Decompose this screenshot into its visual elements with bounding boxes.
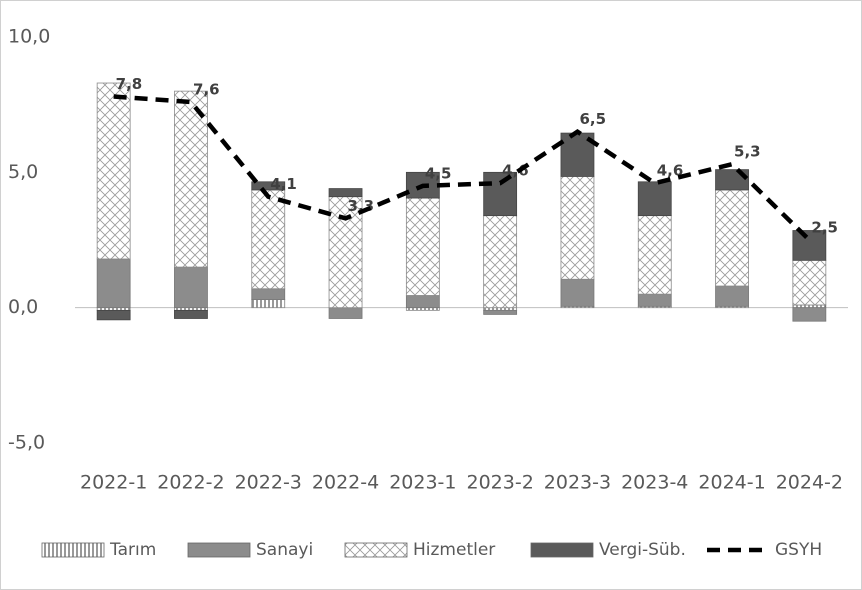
legend-swatch [41,542,105,558]
data-label: 2,5 [811,219,838,237]
bar-segment [637,181,672,217]
y-tick-label: -5,0 [8,432,45,454]
y-tick-label: 0,0 [8,296,38,318]
x-tick-label: 2022-3 [235,472,302,494]
data-label: 7,6 [193,80,220,98]
bar-segment [251,288,286,300]
bar-segment [174,266,208,309]
legend-label: Hizmetler [413,540,495,560]
x-tick-label: 2022-2 [157,472,224,494]
legend-label: GSYH [775,540,822,560]
bar-segment [174,309,208,319]
bar-segment [792,307,827,322]
bar-segment [96,82,131,260]
bar-segment [405,197,440,296]
x-tick-label: 2024-2 [776,472,843,494]
x-tick-label: 2024-1 [698,472,765,494]
x-tick-label: 2022-1 [80,472,147,494]
x-tick-label: 2023-3 [544,472,611,494]
bar-segment [637,293,672,307]
bar-segment [792,230,827,261]
y-tick-label: 5,0 [8,161,38,183]
legend-swatch [344,542,408,558]
data-label: 7,8 [116,75,143,93]
line [113,94,811,242]
legend-label: Sanayi [256,540,313,560]
bar-segment [792,304,827,309]
bar-segment [96,258,131,309]
legend-label: Tarım [109,540,156,560]
y-tick-label: 10,0 [8,26,50,48]
bar-segment [483,309,518,315]
bar-segment [251,299,286,309]
x-tick-label: 2023-1 [389,472,456,494]
bar-segment [251,189,286,290]
x-tick-label: 2023-4 [621,472,688,494]
bar-segment [405,307,440,311]
bar-segment [251,181,286,191]
bar-segment [560,278,595,307]
bar-segment [483,215,518,309]
x-tick-label: 2023-2 [466,472,533,494]
bar-segment [637,215,672,295]
bar-segment [715,189,749,287]
bar-segment [483,307,518,311]
data-label: 4,5 [425,164,452,182]
legend-swatch [187,542,251,558]
bar-segment [483,171,518,217]
legend-label: Vergi-Süb. [599,540,686,560]
bar-segment [96,309,131,321]
bar-segment [560,175,595,280]
data-label: 4,1 [270,175,297,193]
bar-segment [792,259,827,306]
bar-segment [405,295,440,309]
data-label: 6,5 [579,110,606,128]
bar-segment [328,196,363,309]
bar-segment [328,188,363,198]
data-label: 4,6 [657,162,684,180]
bar-segment [174,90,208,268]
x-tick-label: 2022-4 [312,472,379,494]
bar-segment [715,285,749,307]
bar-segment [174,307,208,311]
bar-segment [328,307,363,319]
legend-swatch [530,542,594,558]
bar-segment [96,307,131,311]
data-label: 5,3 [734,143,761,161]
